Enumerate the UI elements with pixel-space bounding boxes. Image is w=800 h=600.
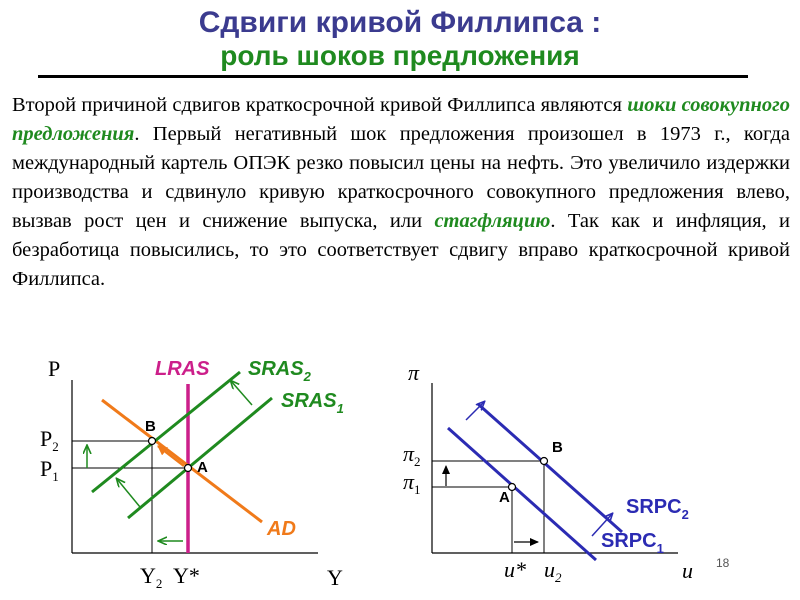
p1-label: P1 (40, 456, 59, 484)
pi1-label: π1 (403, 469, 421, 497)
sras-shift-arrow-bottom (117, 479, 141, 508)
paragraph-text-1: Второй причиной сдвигов краткосрочной кр… (12, 94, 628, 116)
left-point-a-label: A (197, 459, 208, 476)
lras-label: LRAS (155, 358, 210, 380)
title-divider (38, 75, 748, 78)
srpc1-label: SRPC1 (601, 530, 664, 556)
y2-label: Y2 (140, 563, 162, 591)
u2-label: u2 (544, 557, 562, 585)
sras2-line (91, 370, 241, 494)
ystar-label: Y* (173, 563, 200, 588)
left-x-axis-label: Y (327, 565, 343, 590)
left-diagram: P Y P2 P1 Y2 Y* LRAS SRAS2 SRAS1 AD B A (40, 356, 344, 591)
pi2-label: π2 (403, 441, 421, 469)
right-point-a-label: A (499, 489, 510, 506)
page-number: 18 (716, 556, 730, 570)
right-point-b-label: B (552, 439, 563, 456)
paragraph-text-2: . Первый негативный шок предложения прои… (12, 123, 790, 232)
right-diagram: π u π2 π1 u* u2 SRPC2 SRPC1 B A (403, 360, 693, 585)
left-point-a (183, 463, 193, 473)
highlight-supply-shocks: шоки совокупного предложения (12, 94, 790, 145)
srpc2-label: SRPC2 (626, 496, 689, 522)
srpc-shift-arrow-top (465, 402, 484, 421)
body-paragraph: Второй причиной сдвигов краткосрочной кр… (12, 91, 790, 294)
right-x-axis-label: u (682, 558, 693, 583)
slide-title: Сдвиги кривой Филлипса : (198, 6, 602, 39)
sras2-label: SRAS2 (248, 358, 312, 384)
srpc2-line (477, 402, 623, 534)
p2-label: P2 (40, 426, 59, 454)
ad-line (101, 398, 263, 524)
srpc1-line (447, 426, 597, 562)
right-point-b (539, 456, 549, 466)
ad-movement-arrow (157, 445, 185, 467)
paragraph-text-3: . Так как и инфляция, и безработица повы… (12, 210, 790, 290)
ustar-label: u* (504, 557, 526, 582)
right-point-a (507, 482, 517, 492)
left-point-b-label: B (145, 418, 156, 435)
left-y-axis-label: P (48, 356, 60, 381)
highlight-stagflation: стагфляцию (434, 210, 551, 232)
slide-subtitle: роль шоков предложения (220, 40, 580, 71)
sras-shift-arrow-top (231, 381, 253, 406)
srpc-shift-arrow-bottom (591, 514, 612, 537)
left-point-b (147, 436, 157, 446)
ad-label: AD (266, 518, 296, 540)
sras1-line (127, 396, 273, 520)
right-y-axis-label: π (408, 360, 420, 385)
sras1-label: SRAS1 (281, 390, 344, 416)
